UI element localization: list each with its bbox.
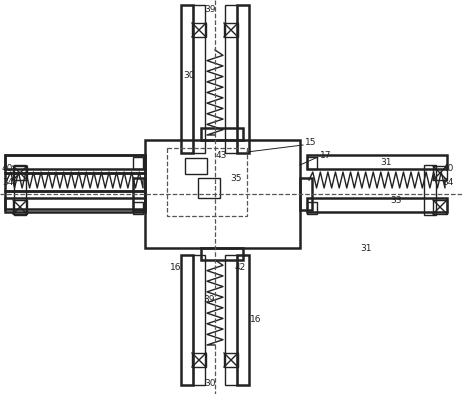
Text: 16: 16: [170, 264, 181, 273]
Text: 39: 39: [204, 5, 216, 14]
Bar: [201, 128, 243, 140]
Text: 15: 15: [305, 138, 316, 147]
Bar: [307, 202, 317, 214]
Bar: [201, 248, 243, 260]
Bar: [224, 353, 238, 367]
Bar: [5, 155, 145, 169]
Bar: [307, 155, 447, 169]
Bar: [307, 157, 317, 169]
Text: 17: 17: [320, 151, 332, 160]
Bar: [224, 23, 238, 37]
Bar: [237, 5, 249, 153]
Text: 34: 34: [443, 178, 454, 186]
Bar: [13, 166, 27, 180]
Bar: [5, 198, 145, 212]
Bar: [300, 178, 312, 210]
Text: 35: 35: [230, 173, 242, 182]
Bar: [237, 255, 249, 385]
Bar: [133, 157, 143, 169]
Bar: [181, 255, 193, 385]
Text: 30: 30: [204, 379, 216, 388]
Text: 40: 40: [443, 164, 454, 173]
Bar: [193, 5, 205, 153]
Bar: [198, 178, 220, 198]
Text: 16: 16: [250, 316, 261, 325]
Bar: [192, 23, 206, 37]
Bar: [167, 148, 247, 216]
Bar: [5, 173, 145, 191]
Bar: [225, 255, 237, 385]
Bar: [193, 255, 205, 385]
Bar: [13, 200, 27, 214]
Bar: [133, 178, 145, 210]
Text: 31: 31: [360, 243, 371, 253]
Bar: [14, 165, 26, 215]
Text: 30: 30: [183, 71, 195, 80]
Bar: [307, 198, 447, 212]
Text: 39: 39: [203, 296, 215, 305]
Bar: [181, 5, 193, 153]
Bar: [5, 155, 145, 173]
Text: 42: 42: [235, 264, 246, 273]
Text: 34: 34: [2, 178, 13, 186]
Bar: [192, 353, 206, 367]
Text: 33: 33: [390, 195, 401, 204]
Bar: [5, 191, 145, 209]
Bar: [433, 166, 447, 180]
Bar: [185, 158, 207, 174]
Text: 40: 40: [2, 164, 13, 173]
Text: 43: 43: [216, 151, 227, 160]
Bar: [133, 202, 143, 214]
Bar: [433, 200, 447, 214]
Text: 31: 31: [380, 158, 391, 167]
Bar: [225, 5, 237, 153]
Bar: [145, 140, 300, 248]
Bar: [424, 165, 436, 215]
